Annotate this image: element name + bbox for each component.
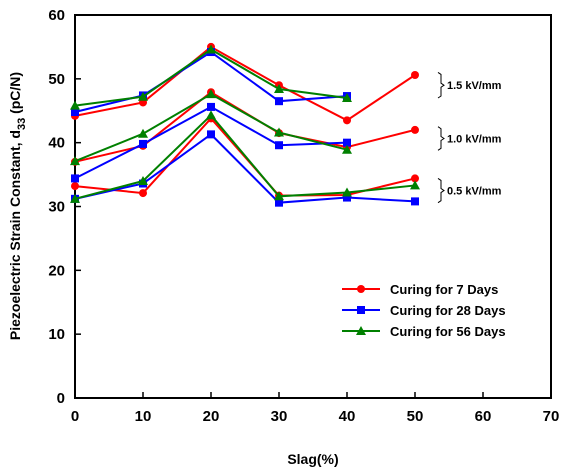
annotation-label: 1.5 kV/mm	[447, 80, 502, 92]
data-point	[207, 102, 215, 111]
x-tick-label: 70	[543, 408, 560, 425]
annotation-brace	[437, 177, 445, 204]
data-point	[70, 100, 80, 110]
y-tick-label: 50	[48, 71, 65, 88]
data-point	[71, 174, 79, 183]
x-tick-label: 30	[271, 408, 288, 425]
data-point	[206, 89, 216, 99]
data-point	[138, 91, 148, 101]
legend-item: Curing for 56 Days	[342, 324, 506, 339]
data-point	[274, 127, 284, 137]
legend: Curing for 7 Days Curing for 28 Days Curin…	[342, 282, 506, 339]
x-tick-label: 40	[339, 408, 356, 425]
y-axis-title-sub: 33	[16, 118, 28, 130]
legend-label: Curing for 7 Days	[390, 282, 498, 297]
y-tick-label: 10	[48, 326, 65, 343]
x-tick-label: 50	[407, 408, 424, 425]
data-point	[274, 84, 284, 94]
data-point	[411, 71, 419, 80]
series-line	[71, 102, 351, 183]
plot-frame	[74, 14, 552, 399]
data-point	[71, 182, 79, 191]
annotation-label: 0.5 kV/mm	[447, 186, 502, 198]
data-point	[207, 130, 215, 139]
y-axis-title-main: Piezoelectric Strain Constant, d	[7, 130, 23, 340]
data-point	[275, 141, 283, 150]
y-tick-label: 0	[57, 390, 65, 407]
legend-item: Curing for 7 Days	[342, 282, 498, 297]
data-point	[411, 174, 419, 183]
y-tick-label: 40	[48, 135, 65, 152]
data-point	[343, 193, 351, 202]
y-tick-label: 20	[48, 262, 65, 279]
data-point	[343, 116, 351, 125]
legend-marker	[357, 306, 365, 314]
data-point	[71, 108, 79, 117]
x-tick-label: 20	[203, 408, 220, 425]
x-tick-label: 0	[71, 408, 79, 425]
annotations: 1.5 kV/mm 1.0 kV/mm 0.5 kV/mm	[437, 72, 502, 204]
legend-label: Curing for 28 Days	[390, 303, 506, 318]
y-axis-title-unit: (pC/N)	[7, 72, 23, 118]
x-axis-title: Slag(%)	[287, 451, 338, 467]
series-line	[70, 89, 352, 166]
series-path	[74, 113, 416, 200]
data-point	[138, 128, 148, 138]
series-line	[70, 44, 352, 110]
data-point	[342, 92, 352, 102]
legend-marker	[357, 285, 365, 293]
series-path	[74, 45, 416, 122]
data-point	[70, 193, 80, 203]
data-point	[275, 97, 283, 106]
annotation-brace	[437, 72, 445, 99]
data-point	[206, 44, 216, 54]
data-point	[139, 139, 147, 148]
series-path	[74, 133, 416, 204]
legend-label: Curing for 56 Days	[390, 324, 506, 339]
data-point	[70, 156, 80, 166]
data-point	[343, 138, 351, 147]
data-point	[411, 125, 419, 134]
data-point	[342, 144, 352, 154]
series-line	[70, 110, 420, 203]
axis-ticks: 0 10 20 30 40 50 60 70 0 10 20 30 40 50 60	[48, 7, 559, 425]
data-point	[275, 198, 283, 207]
data-point	[410, 180, 420, 190]
x-tick-label: 10	[135, 408, 152, 425]
legend-marker	[356, 326, 366, 335]
y-axis-title: Piezoelectric Strain Constant, d33 (pC/N…	[7, 72, 28, 340]
y-tick-label: 60	[48, 7, 65, 24]
data-point	[139, 189, 147, 198]
data-point	[411, 197, 419, 206]
annotation-label: 1.0 kV/mm	[447, 134, 502, 146]
series-layer	[70, 42, 420, 207]
data-point	[138, 175, 148, 185]
data-point	[342, 187, 352, 197]
data-point	[274, 191, 284, 201]
data-point	[206, 110, 216, 120]
x-tick-label: 60	[475, 408, 492, 425]
legend-item: Curing for 28 Days	[342, 303, 506, 318]
y-tick-label: 30	[48, 199, 65, 216]
annotation-brace	[437, 126, 445, 151]
